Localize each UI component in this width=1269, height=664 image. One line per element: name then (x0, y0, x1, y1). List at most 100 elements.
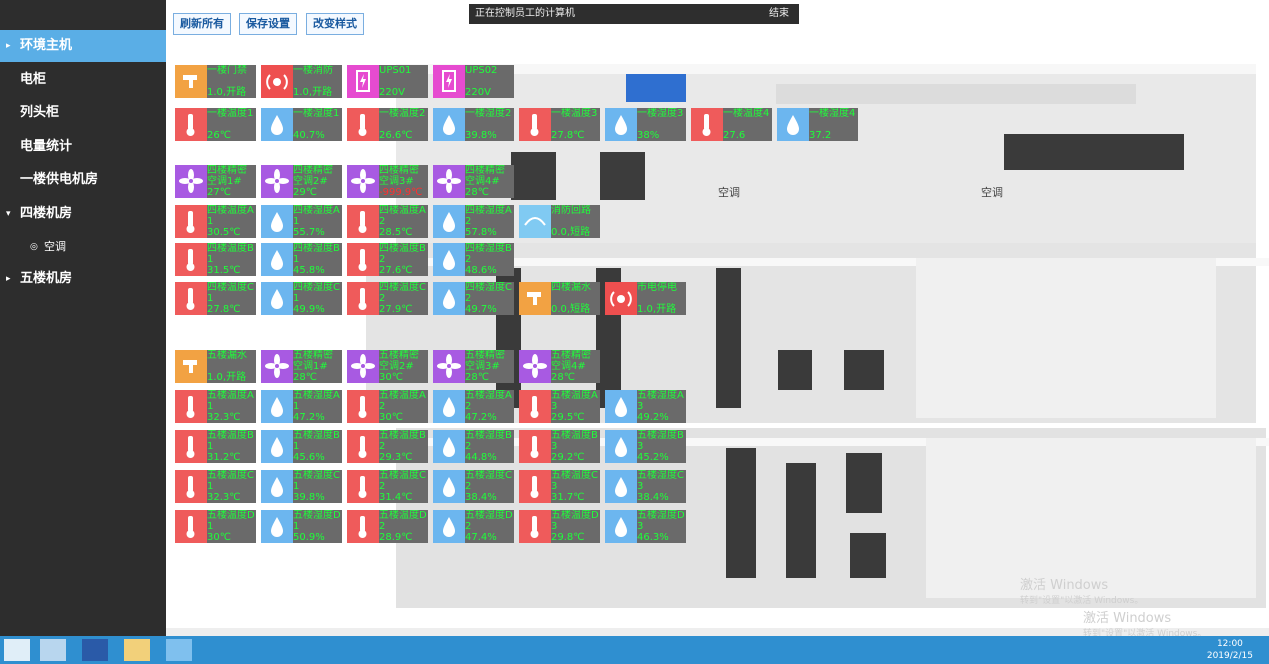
sensor-tile[interactable]: 五楼湿度D3 46.3% (605, 510, 686, 543)
sensor-tile[interactable]: 五楼湿度B1 45.6% (261, 430, 342, 463)
sensor-tile[interactable]: 四楼温度C1 27.8℃ (175, 282, 256, 315)
sensor-tile[interactable]: 四楼湿度A1 55.7% (261, 205, 342, 238)
taskbar-app[interactable] (166, 639, 192, 661)
sensor-tile[interactable]: 四楼湿度B2 48.6% (433, 243, 514, 276)
icon-glyph (361, 179, 365, 183)
sensor-tile[interactable]: 五楼精密空调1# 28℃ (261, 350, 342, 383)
nav-item[interactable]: ▸ 环境主机 (0, 30, 166, 62)
sensor-tile[interactable]: 五楼温度C3 31.7℃ (519, 470, 600, 503)
sensor-tile[interactable]: 四楼漏水 0.0,短路 (519, 282, 600, 315)
toolbar-button[interactable]: 保存设置 (239, 13, 297, 35)
sensor-tile[interactable]: 五楼湿度C3 38.4% (605, 470, 686, 503)
sensor-body: 四楼湿度C1 49.9% (293, 282, 342, 315)
sensor-tile[interactable]: 市电停电 1.0,开路 (605, 282, 686, 315)
sensor-tile[interactable]: 一楼湿度1 40.7% (261, 108, 342, 141)
sensor-label: 五楼湿度B3 (637, 430, 684, 452)
sensor-tile[interactable]: 一楼温度2 26.6℃ (347, 108, 428, 141)
end-button[interactable]: 结束 (769, 8, 789, 19)
sensor-tile[interactable]: UPS02 220V (433, 65, 514, 98)
sensor-tile[interactable]: 五楼湿度A2 47.2% (433, 390, 514, 423)
sensor-tile[interactable]: 四楼湿度C2 49.7% (433, 282, 514, 315)
sensor-tile[interactable]: 四楼精密空调2# 29℃ (261, 165, 342, 198)
scrollbar[interactable] (166, 628, 1269, 636)
taskbar-app[interactable] (124, 639, 150, 661)
sensor-tile[interactable]: 一楼门禁 1.0,开路 (175, 65, 256, 98)
sensor-tile[interactable]: 五楼温度D2 28.9℃ (347, 510, 428, 543)
sensor-value: 38.4% (465, 492, 497, 503)
sensor-tile[interactable]: 五楼温度B2 29.3℃ (347, 430, 428, 463)
sensor-tile[interactable]: 五楼温度A1 32.3℃ (175, 390, 256, 423)
sensor-tile[interactable]: 一楼湿度2 39.8% (433, 108, 514, 141)
start-button[interactable] (4, 639, 30, 661)
sensor-tile[interactable]: 五楼精密空调2# 30℃ (347, 350, 428, 383)
sensor-tile[interactable]: 五楼湿度D1 50.9% (261, 510, 342, 543)
sensor-tile[interactable]: 一楼温度4 27.6 (691, 108, 772, 141)
sensor-tile[interactable]: 消防回路 0.0,短路 (519, 205, 600, 238)
sensor-tile[interactable]: 四楼湿度B1 45.8% (261, 243, 342, 276)
sensor-value: 27.6 (723, 130, 746, 141)
sensor-tile[interactable]: 五楼湿度D2 47.4% (433, 510, 514, 543)
sensor-tile[interactable]: UPS01 220V (347, 65, 428, 98)
sensor-tile[interactable]: 四楼温度A2 28.5℃ (347, 205, 428, 238)
toolbar-button[interactable]: 刷新所有 (173, 13, 231, 35)
icon-glyph (188, 288, 193, 304)
sensor-tile[interactable]: 五楼湿度C2 38.4% (433, 470, 514, 503)
sensor-tile[interactable]: 四楼精密空调3# -999.9℃ (347, 165, 428, 198)
sensor-tile[interactable]: 五楼漏水 1.0,开路 (175, 350, 256, 383)
sensor-tile[interactable]: 一楼温度1 26℃ (175, 108, 256, 141)
sensor-body: 五楼湿度A3 49.2% (637, 390, 686, 423)
icon-glyph (443, 437, 455, 457)
sensor-tile[interactable]: 四楼湿度C1 49.9% (261, 282, 342, 315)
icon-glyph (532, 354, 538, 366)
nav-item[interactable]: 电量统计 (0, 131, 166, 163)
sensor-body: 五楼湿度B3 45.2% (637, 430, 686, 463)
taskbar-app[interactable] (82, 639, 108, 661)
icon-glyph (186, 263, 195, 271)
sensor-tile[interactable]: 四楼温度B2 27.6℃ (347, 243, 428, 276)
sensor-tile[interactable]: 五楼温度C2 31.4℃ (347, 470, 428, 503)
sensor-tile[interactable]: 一楼湿度3 38% (605, 108, 686, 141)
nav-item[interactable]: ◎ 空调 (0, 231, 166, 263)
sensor-body: 五楼湿度C3 38.4% (637, 470, 686, 503)
sensor-tile[interactable]: 五楼温度D1 30℃ (175, 510, 256, 543)
toolbar-button[interactable]: 改变样式 (306, 13, 364, 35)
icon-glyph (443, 250, 455, 270)
sensor-tile[interactable]: 四楼精密空调4# 28℃ (433, 165, 514, 198)
sensor-tile[interactable]: 一楼消防 1.0,开路 (261, 65, 342, 98)
sensor-tile[interactable]: 四楼温度B1 31.5℃ (175, 243, 256, 276)
nav-item[interactable]: ▾ 四楼机房 (0, 198, 166, 230)
taskbar-app[interactable] (40, 639, 66, 661)
sensor-tile[interactable]: 五楼温度C1 32.3℃ (175, 470, 256, 503)
nav-item[interactable]: ▸ 五楼机房 (0, 263, 166, 295)
sensor-tile[interactable]: 五楼湿度A1 47.2% (261, 390, 342, 423)
sensor-tile[interactable]: 一楼温度3 27.8℃ (519, 108, 600, 141)
sensor-tile[interactable]: 四楼温度A1 30.5℃ (175, 205, 256, 238)
sensor-tile[interactable]: 五楼精密空调3# 28℃ (433, 350, 514, 383)
sensor-body: 五楼湿度D1 50.9% (293, 510, 342, 543)
icon-glyph (360, 169, 366, 181)
sensor-tile[interactable]: 一楼湿度4 37.2 (777, 108, 858, 141)
sensor-tile[interactable]: 五楼温度A3 29.5℃ (519, 390, 600, 423)
icon-glyph (449, 363, 461, 369)
icon-glyph (183, 360, 197, 365)
icon-glyph (271, 437, 283, 457)
sensor-tile[interactable]: 五楼湿度C1 39.8% (261, 470, 342, 503)
sensor-tile[interactable]: 五楼温度B1 31.2℃ (175, 430, 256, 463)
sensor-value: 31.2℃ (207, 452, 241, 463)
sensor-tile[interactable]: 五楼温度D3 29.8℃ (519, 510, 600, 543)
sensor-tile[interactable]: 五楼温度B3 29.2℃ (519, 430, 600, 463)
sensor-tile[interactable]: 五楼温度A2 30℃ (347, 390, 428, 423)
sensor-tile[interactable]: 五楼湿度B2 44.8% (433, 430, 514, 463)
sensor-tile[interactable]: 五楼精密空调4# 28℃ (519, 350, 600, 383)
sensor-tile[interactable]: 五楼湿度B3 45.2% (605, 430, 686, 463)
sensor-tile[interactable]: 四楼精密空调1# 27℃ (175, 165, 256, 198)
sensor-tile[interactable]: 五楼湿度A3 49.2% (605, 390, 686, 423)
nav-item[interactable]: 电柜 (0, 64, 166, 96)
nav-item[interactable]: 一楼供电机房 (0, 164, 166, 196)
nav-item[interactable]: 列头柜 (0, 97, 166, 129)
sensor-value: 38.4% (637, 492, 669, 503)
sensor-tile[interactable]: 四楼温度C2 27.9℃ (347, 282, 428, 315)
sensor-label: 四楼精密空调2# (293, 165, 333, 187)
sensor-tile[interactable]: 四楼湿度A2 57.8% (433, 205, 514, 238)
sensor-label: 一楼温度3 (551, 108, 598, 119)
